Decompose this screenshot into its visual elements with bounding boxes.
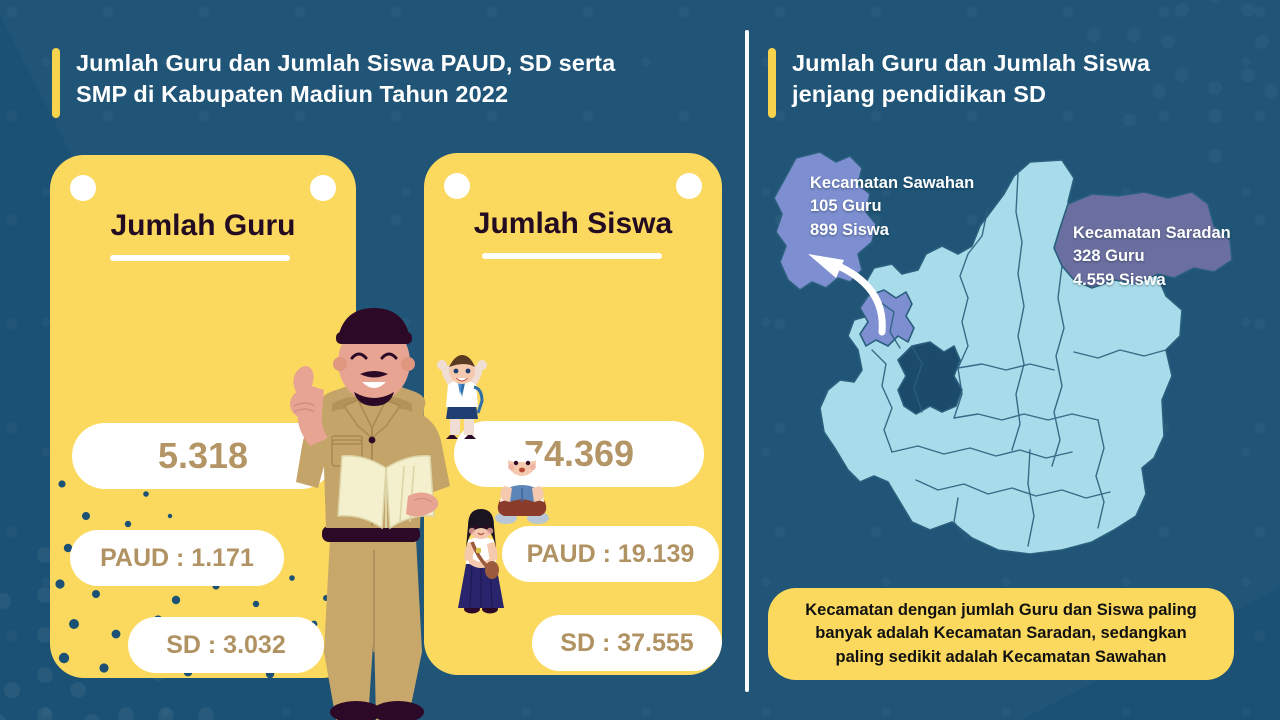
map-label-sawahan: Kecamatan Sawahan 105 Guru 899 Siswa bbox=[810, 172, 974, 242]
map-label-saradan-teachers: 328 Guru bbox=[1073, 247, 1145, 266]
caption-line-1: Kecamatan dengan jumlah Guru dan Siswa p… bbox=[805, 600, 1197, 619]
map-region-sawahan-inset bbox=[859, 289, 915, 347]
map-label-sawahan-name: Kecamatan Sawahan bbox=[810, 174, 975, 192]
stat-card-siswa: Jumlah Siswa 74.369 PAUD : 19.139 SD : 3… bbox=[424, 153, 722, 675]
stat-card-guru: Jumlah Guru bbox=[50, 155, 356, 678]
right-title-text: Jumlah Guru dan Jumlah Siswa jenjang pen… bbox=[792, 48, 1150, 110]
card-title-siswa: Jumlah Siswa bbox=[473, 207, 673, 240]
siswa-total-value: 74.369 bbox=[523, 433, 635, 474]
siswa-sd-value: SD : 37.555 bbox=[560, 628, 694, 657]
map-region-shaded-a bbox=[897, 341, 963, 415]
card-title-underline bbox=[482, 253, 662, 259]
siswa-paud-pill: PAUD : 19.139 bbox=[502, 526, 719, 582]
guru-paud-value: PAUD : 1.171 bbox=[100, 543, 254, 572]
caption-line-2: banyak adalah Kecamatan Saradan, sedangk… bbox=[815, 624, 1187, 643]
map-region-saradan bbox=[1053, 191, 1233, 289]
guru-sd-value: SD : 3.032 bbox=[166, 630, 286, 659]
map-label-sawahan-students: 899 Siswa bbox=[810, 220, 889, 239]
left-title-line-1: Jumlah Guru dan Jumlah Siswa PAUD, SD se… bbox=[76, 50, 616, 76]
panel-divider bbox=[745, 30, 749, 692]
map-label-sawahan-teachers: 105 Guru bbox=[810, 197, 882, 216]
card-punch-hole-left bbox=[444, 173, 470, 199]
guru-paud-pill: PAUD : 1.171 bbox=[70, 530, 284, 586]
title-accent-bar bbox=[768, 48, 776, 118]
card-punch-hole-left bbox=[70, 175, 96, 201]
map-label-saradan-students: 4.559 Siswa bbox=[1073, 270, 1166, 289]
map-label-saradan-name: Kecamatan Saradan bbox=[1073, 224, 1231, 242]
right-title-line-2: jenjang pendidikan SD bbox=[792, 81, 1047, 108]
siswa-total-pill: 74.369 bbox=[454, 421, 704, 487]
kabupaten-madiun-map bbox=[762, 150, 1267, 570]
guru-total-value: 5.318 bbox=[157, 435, 249, 476]
right-title-line-1: Jumlah Guru dan Jumlah Siswa bbox=[792, 50, 1150, 76]
card-title-guru: Jumlah Guru bbox=[110, 209, 296, 242]
map-caption-text: Kecamatan dengan jumlah Guru dan Siswa p… bbox=[805, 599, 1197, 669]
siswa-sd-pill: SD : 37.555 bbox=[532, 615, 722, 671]
map-label-saradan: Kecamatan Saradan 328 Guru 4.559 Siswa bbox=[1073, 222, 1231, 292]
map-pointer-arrow bbox=[808, 254, 886, 336]
left-title-line-2: SMP di Kabupaten Madiun Tahun 2022 bbox=[76, 81, 509, 108]
title-accent-bar bbox=[52, 48, 60, 118]
left-title-text: Jumlah Guru dan Jumlah Siswa PAUD, SD se… bbox=[76, 48, 615, 110]
right-panel-title: Jumlah Guru dan Jumlah Siswa jenjang pen… bbox=[768, 48, 1238, 118]
map-region-sawahan bbox=[773, 151, 877, 291]
caption-line-3: paling sedikit adalah Kecamatan Sawahan bbox=[835, 647, 1167, 666]
left-panel-title: Jumlah Guru dan Jumlah Siswa PAUD, SD se… bbox=[52, 48, 712, 118]
siswa-paud-value: PAUD : 19.139 bbox=[526, 539, 695, 568]
card-punch-hole-right bbox=[676, 173, 702, 199]
card-title-underline bbox=[110, 255, 290, 261]
map-caption-box: Kecamatan dengan jumlah Guru dan Siswa p… bbox=[768, 588, 1234, 680]
guru-total-pill: 5.318 bbox=[72, 423, 334, 489]
card-punch-hole-right bbox=[310, 175, 336, 201]
guru-sd-pill: SD : 3.032 bbox=[128, 617, 324, 673]
